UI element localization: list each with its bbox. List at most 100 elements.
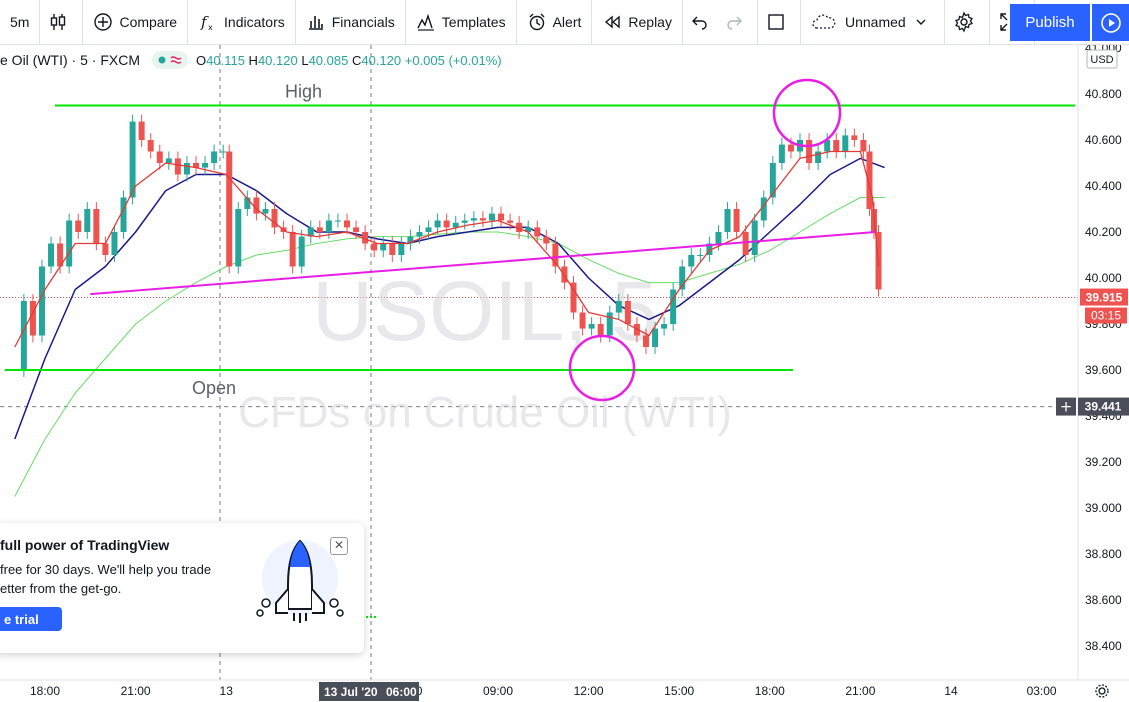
currency-box[interactable] (1086, 49, 1118, 69)
layout-name-button[interactable]: Unnamed (801, 0, 945, 44)
candle-body (661, 324, 668, 329)
candle-body (842, 135, 849, 152)
candle-body (371, 243, 378, 251)
countdown-tag (1085, 307, 1127, 324)
candle-body (615, 301, 622, 313)
candle-body (334, 220, 341, 222)
redo-icon[interactable] (725, 13, 743, 31)
financials-button[interactable]: Financials (296, 0, 406, 44)
trial-promo-popup: full power of TradingView free for 30 da… (0, 523, 364, 653)
candle-body (470, 218, 477, 221)
chart-style-button[interactable] (40, 0, 84, 44)
candle-body (93, 209, 100, 244)
publish-button[interactable]: Publish (1010, 4, 1090, 41)
price-axis[interactable]: 41.00040.80040.60040.40040.20040.00039.8… (1056, 45, 1129, 702)
compare-label: Compare (119, 14, 178, 30)
candle-body (688, 255, 695, 267)
candle-body (624, 301, 631, 324)
time-tick-label: 18:00 (30, 684, 60, 698)
currency-label: USD (1090, 54, 1113, 66)
candle-body (525, 227, 532, 232)
candle-body (380, 243, 387, 251)
candle-body (706, 243, 713, 255)
candle-body (498, 213, 505, 221)
candle-body (425, 227, 432, 232)
axis-settings-gear-icon[interactable] (1095, 684, 1109, 698)
fullscreen-layout-button[interactable] (758, 0, 801, 44)
alert-button[interactable]: Alert (517, 0, 593, 44)
candle-body (570, 282, 577, 313)
candle-body (787, 144, 794, 152)
price-chart[interactable]: USOIL, 5 CFDs on Crude Oil (WTI) High Ope… (0, 45, 1129, 702)
low-highlight-circle[interactable] (568, 334, 636, 402)
candle-body (715, 232, 722, 244)
candle-body (488, 213, 495, 221)
candle-body (434, 220, 441, 228)
rocket-icon (256, 539, 344, 623)
start-trial-button[interactable]: e trial (0, 607, 62, 631)
candle-body (606, 312, 613, 336)
alarm-clock-icon (529, 13, 545, 31)
high-highlight-circle[interactable] (772, 78, 842, 148)
bar-chart-icon (308, 16, 323, 30)
candle-body (316, 227, 323, 232)
templates-button[interactable]: Templates (406, 0, 517, 44)
interval-button[interactable]: 5m (0, 0, 41, 44)
promo-line-1: free for 30 days. We'll help you trade (0, 562, 212, 577)
stream-button[interactable] (1092, 4, 1129, 41)
series-layer (14, 114, 885, 497)
trend-line[interactable] (90, 231, 876, 296)
candle-body (220, 151, 227, 153)
replay-button[interactable]: Replay (592, 0, 683, 44)
price-tick-label: 38.800 (1085, 547, 1122, 561)
compare-button[interactable]: Compare (83, 0, 189, 44)
templates-icon (417, 13, 434, 31)
svg-text:x: x (208, 23, 213, 32)
close-icon[interactable]: ✕ (330, 537, 348, 555)
candle-body (298, 236, 305, 267)
time-tick-label: 12:00 (574, 684, 604, 698)
price-tick-label: 40.000 (1085, 271, 1122, 285)
time-tick-label: 21:00 (845, 684, 875, 698)
candle-body (769, 163, 776, 198)
candle-body (84, 209, 91, 232)
settings-button[interactable] (945, 0, 990, 44)
candle-body (443, 220, 450, 228)
price-tick-label: 39.000 (1085, 501, 1122, 515)
price-tick-label: 40.800 (1085, 87, 1122, 101)
candle-body (344, 220, 350, 228)
crosshair-price-value: 39.441 (1085, 400, 1122, 414)
candle-body (389, 243, 396, 255)
gear-icon (954, 11, 973, 33)
countdown-value: 03:15 (1091, 309, 1121, 323)
high-value: 40.120 (257, 52, 298, 68)
symbol-title[interactable]: e Oil (WTI) · 5 · FXCM (0, 52, 140, 68)
candle-body (398, 243, 405, 255)
candle-body (289, 232, 296, 267)
open-value: 40.115 (206, 52, 245, 68)
price-tick-label: 39.200 (1085, 455, 1122, 469)
templates-label: Templates (441, 14, 506, 30)
trial-button-label: e trial (4, 611, 39, 627)
high-key: H (248, 52, 258, 68)
candle-body (851, 135, 858, 140)
last-price-value: 39.915 (1086, 291, 1123, 305)
crosshair-plus-button[interactable] (1056, 397, 1076, 416)
candle-body (307, 227, 314, 237)
plus-circle-icon (94, 13, 113, 31)
candle-body (597, 324, 604, 336)
time-axis[interactable]: 18:00 21:00 13 06:00 09:00 12:00 15:00 18:00 21:… (0, 679, 1129, 702)
last-price-tag (1080, 288, 1128, 306)
undo-icon[interactable] (691, 13, 709, 31)
candle-body (362, 232, 369, 244)
candle-body (66, 220, 73, 267)
undo-redo-group (683, 0, 758, 44)
low-value: 40.085 (308, 52, 349, 68)
candle-body (507, 220, 514, 223)
candle-body (325, 220, 332, 232)
market-status-badge[interactable] (152, 51, 188, 69)
candle-body (642, 335, 649, 347)
